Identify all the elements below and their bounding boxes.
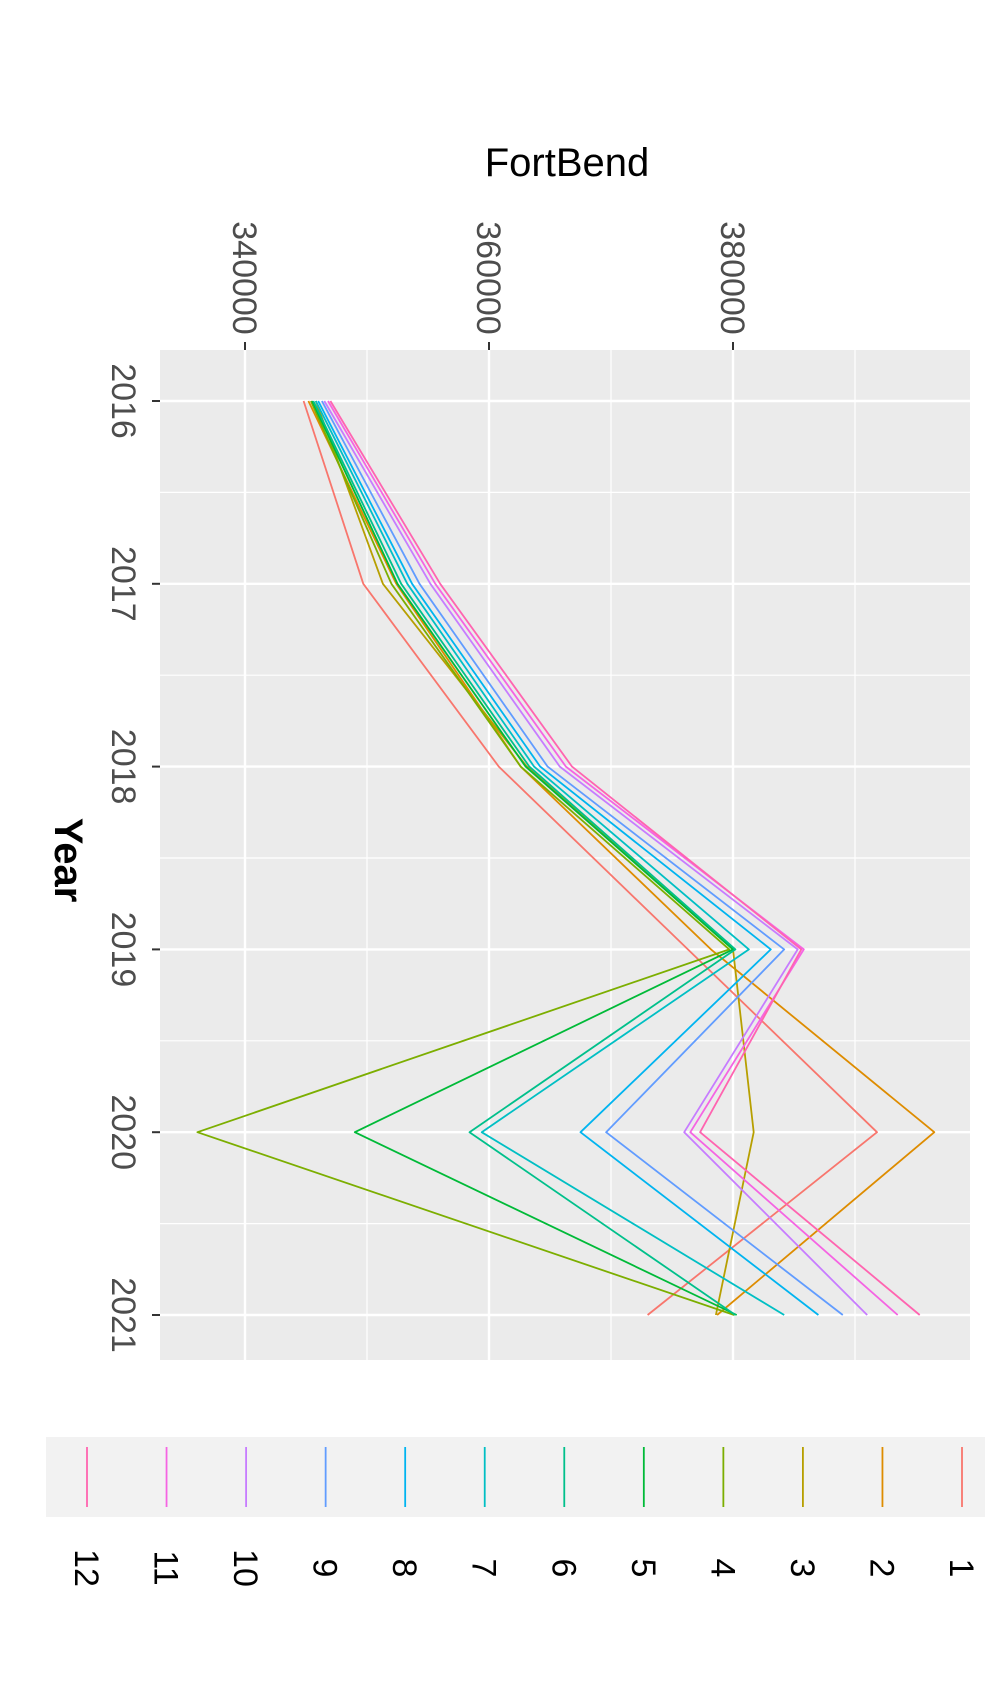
year-tick-label: 2017 [104, 546, 142, 622]
legend-label-10: 10 [226, 1549, 264, 1587]
series-lines [196, 400, 936, 1316]
series-line-10 [323, 400, 868, 1316]
value-tick-label: 360000 [469, 221, 507, 334]
y-axis-title: FortBend [485, 141, 650, 185]
series-line-1 [302, 400, 878, 1316]
legend-label-1: 1 [942, 1559, 980, 1578]
legend-label-11: 11 [147, 1550, 185, 1585]
series-line-11 [327, 400, 899, 1316]
series-line-8 [317, 400, 819, 1316]
value-tick-label: 340000 [225, 221, 263, 334]
year-tick-label: 2021 [104, 1277, 142, 1353]
year-tick-label: 2019 [104, 912, 142, 988]
series-line-7 [314, 400, 785, 1316]
series-line-4 [196, 400, 735, 1316]
legend-label-4: 4 [703, 1559, 741, 1578]
value-tick-label: 380000 [713, 221, 751, 334]
series-line-9 [321, 400, 844, 1316]
legend-label-7: 7 [465, 1559, 503, 1578]
legend-label-3: 3 [783, 1559, 821, 1578]
legend-label-5: 5 [624, 1559, 662, 1578]
series-line-5 [311, 400, 738, 1316]
plot-panel [160, 350, 970, 1360]
legend-label-2: 2 [862, 1559, 900, 1578]
legend-label-9: 9 [306, 1559, 344, 1578]
year-tick-label: 2016 [104, 363, 142, 439]
year-tick-label: 2020 [104, 1094, 142, 1170]
series-line-12 [329, 400, 921, 1316]
legend-label-12: 12 [67, 1549, 105, 1587]
legend [46, 1437, 985, 1517]
series-line-6 [312, 400, 737, 1316]
series-line-2 [307, 400, 936, 1316]
x-axis-title: Year [46, 818, 90, 903]
legend-label-6: 6 [544, 1559, 582, 1578]
legend-background [46, 1437, 985, 1517]
year-tick-label: 2018 [104, 729, 142, 805]
axis-ticks: 340000 360000 380000 2016 2017 2018 2019 2020 20… [104, 221, 751, 1353]
legend-label-8: 8 [385, 1559, 423, 1578]
